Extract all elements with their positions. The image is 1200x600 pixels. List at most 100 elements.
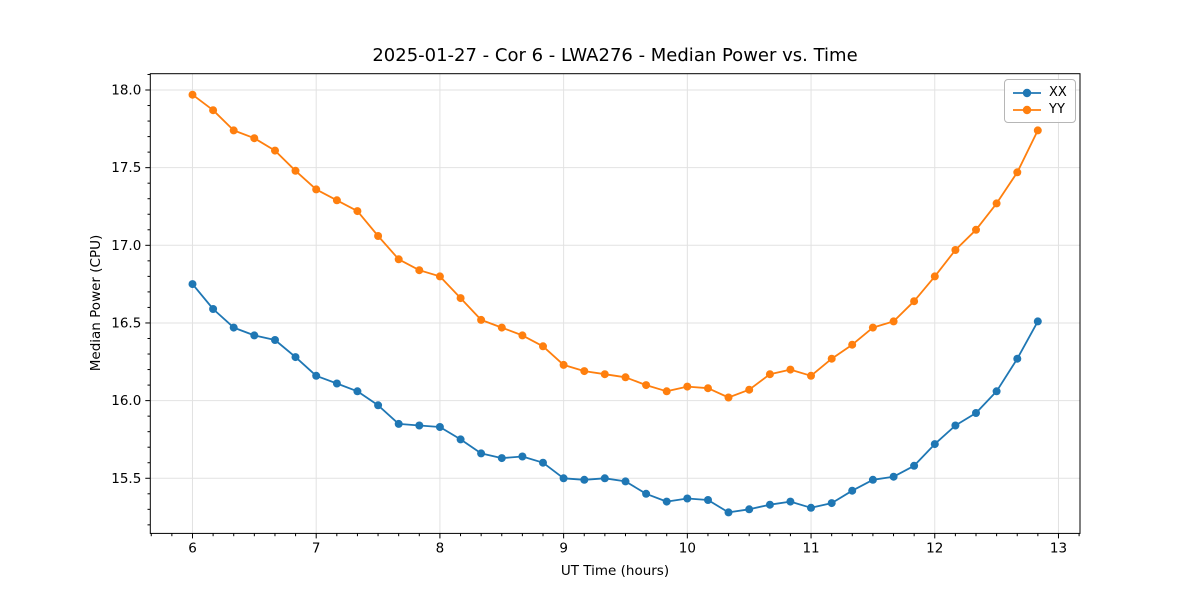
data-point: [229, 323, 238, 332]
data-point: [394, 419, 403, 428]
data-point: [992, 387, 1001, 396]
data-point: [662, 387, 671, 396]
data-point: [765, 370, 774, 379]
data-point: [1033, 126, 1042, 135]
series-yy-markers: [188, 90, 1042, 402]
y-tick-label: 18.0: [111, 83, 141, 99]
data-point: [827, 499, 836, 508]
y-tick-label: 17.0: [111, 238, 141, 254]
data-point: [374, 232, 383, 240]
data-point: [271, 146, 279, 155]
series-yy-line: [191, 93, 1039, 399]
data-point: [497, 454, 506, 463]
data-point: [435, 272, 444, 281]
data-point: [600, 370, 609, 379]
data-point: [827, 354, 836, 363]
ticks: [145, 73, 1080, 539]
data-point: [188, 280, 197, 289]
data-point: [1033, 317, 1042, 326]
data-point: [807, 503, 815, 512]
data-point: [745, 385, 754, 394]
series-xx-markers: [188, 280, 1042, 517]
data-point: [683, 494, 692, 503]
y-tick-labels: 15.5 16.0 16.5 17.0 17.5 18.0: [111, 83, 141, 487]
y-tick-label: 16.5: [111, 315, 141, 331]
legend-item-yy: YY: [1012, 101, 1068, 118]
data-point: [332, 196, 341, 205]
data-point: [456, 435, 465, 444]
data-point: [353, 387, 362, 396]
data-point: [786, 365, 795, 374]
legend-label-xx: XX: [1049, 85, 1067, 100]
data-point: [188, 90, 197, 99]
data-point: [807, 371, 815, 380]
data-point: [291, 166, 300, 175]
data-point: [291, 353, 300, 362]
data-point: [600, 474, 609, 483]
legend-label-yy: YY: [1049, 102, 1065, 117]
data-point: [972, 409, 980, 417]
series-yy-legend-marker-icon: [1013, 105, 1041, 114]
data-point: [992, 199, 1001, 208]
data-point: [704, 496, 712, 504]
data-point: [972, 225, 980, 234]
x-tick-label: 7: [312, 540, 321, 556]
data-point: [745, 505, 754, 514]
data-point: [559, 360, 568, 369]
data-point: [250, 331, 259, 340]
plot-title: 2025-01-27 - Cor 6 - LWA276 - Median Pow…: [372, 45, 858, 66]
legend-marker: [1022, 88, 1032, 97]
data-point: [539, 458, 547, 467]
data-point: [353, 207, 362, 216]
data-point: [415, 266, 424, 275]
x-tick-label: 8: [436, 540, 445, 556]
legend: XX YY: [1004, 79, 1076, 123]
data-point: [951, 421, 960, 430]
data-point: [621, 373, 630, 382]
data-point: [271, 336, 279, 344]
data-point: [1013, 168, 1022, 177]
data-point: [683, 382, 692, 391]
data-point: [889, 472, 898, 481]
data-point: [456, 294, 465, 303]
data-point: [435, 423, 444, 431]
x-tick-label: 11: [802, 540, 819, 556]
data-point: [930, 440, 939, 449]
data-point: [642, 489, 651, 498]
data-point: [518, 452, 527, 461]
data-point: [1013, 354, 1022, 363]
x-tick-label: 13: [1050, 540, 1067, 556]
data-point: [580, 475, 589, 484]
data-point: [951, 246, 960, 254]
data-point: [250, 134, 259, 143]
data-point: [580, 367, 589, 376]
x-tick-label: 9: [559, 540, 568, 556]
series-xx-legend-marker-icon: [1013, 88, 1041, 97]
x-tick-labels: 6 7 8 9 10 11 12 13: [188, 540, 1067, 556]
x-tick-label: 10: [679, 540, 696, 556]
y-tick-label: 15.5: [111, 471, 141, 487]
axes-frame: [149, 73, 1081, 534]
data-point: [724, 393, 733, 402]
data-point: [889, 317, 898, 326]
data-point: [910, 461, 919, 470]
data-point: [477, 315, 486, 324]
data-point: [209, 305, 218, 313]
data-point: [786, 497, 795, 506]
data-point: [910, 297, 919, 306]
data-point: [848, 486, 857, 495]
data-point: [704, 384, 712, 393]
y-tick-label: 16.0: [111, 393, 141, 409]
data-point: [374, 401, 383, 410]
y-tick-label: 17.5: [111, 160, 141, 176]
legend-marker: [1022, 105, 1032, 114]
data-point: [765, 500, 774, 509]
legend-item-xx: XX: [1012, 84, 1068, 101]
data-point: [868, 475, 877, 484]
data-point: [724, 508, 733, 517]
data-point: [229, 126, 238, 135]
data-point: [559, 474, 568, 483]
data-point: [848, 340, 857, 349]
